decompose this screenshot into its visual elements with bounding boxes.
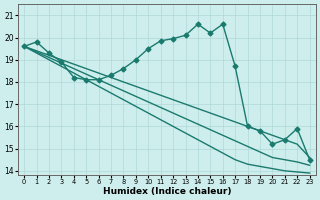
X-axis label: Humidex (Indice chaleur): Humidex (Indice chaleur) bbox=[103, 187, 231, 196]
